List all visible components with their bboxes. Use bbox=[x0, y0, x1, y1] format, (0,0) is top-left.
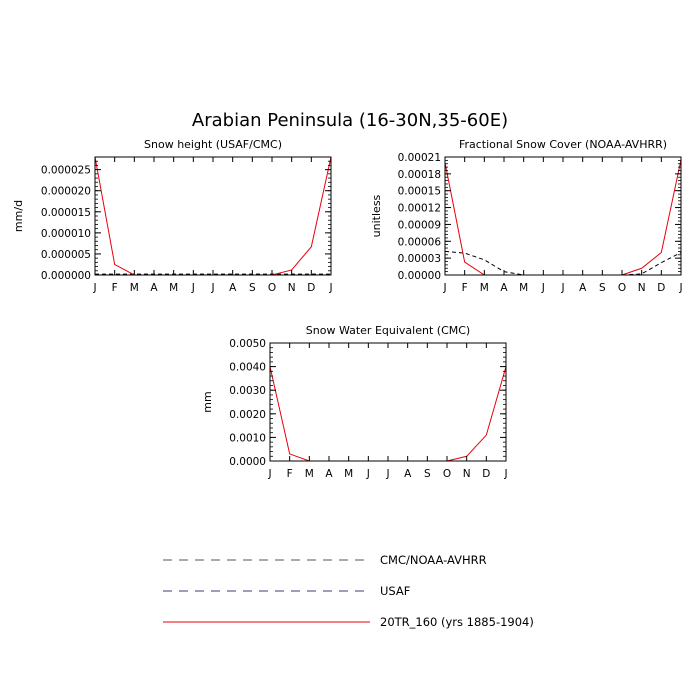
y-tick-label: 0.00003 bbox=[398, 253, 441, 265]
chart-panel-3: Snow Water Equivalent (CMC)mmJ F M A M J J A S O N… bbox=[201, 324, 508, 480]
legend-label: USAF bbox=[380, 584, 410, 598]
x-tick-label: N bbox=[463, 468, 471, 480]
x-tick-label: J bbox=[678, 282, 682, 294]
y-tick-label: 0.0020 bbox=[229, 409, 266, 421]
x-tick-label: F bbox=[462, 282, 468, 294]
y-tick-label: 0.00015 bbox=[398, 186, 441, 198]
plot-frame bbox=[94, 156, 332, 276]
legend-label: CMC/NOAA-AVHRR bbox=[380, 553, 487, 567]
plot-frame bbox=[444, 156, 682, 276]
y-tick-label: 0.000015 bbox=[41, 207, 91, 219]
y-tick-label: 0.000005 bbox=[41, 249, 91, 261]
y-tick-label: 0.000010 bbox=[41, 228, 91, 240]
y-tick-label: 0.000025 bbox=[41, 165, 91, 177]
x-tick-label: J bbox=[191, 282, 195, 294]
chart-panel-1: Snow height (USAF/CMC)mm/dJ F M A M J J A S O N D J0… bbox=[12, 138, 333, 294]
x-tick-label: J bbox=[92, 282, 96, 294]
x-tick-label: O bbox=[268, 282, 276, 294]
x-tick-label: A bbox=[150, 282, 158, 294]
x-tick-label: A bbox=[325, 468, 333, 480]
x-tick-label: J bbox=[267, 468, 271, 480]
x-tick-label: F bbox=[112, 282, 118, 294]
chart-title: Snow Water Equivalent (CMC) bbox=[306, 324, 470, 337]
x-tick-label: M bbox=[305, 468, 314, 480]
x-tick-label: M bbox=[130, 282, 139, 294]
x-tick-label: M bbox=[519, 282, 528, 294]
x-tick-label: N bbox=[638, 282, 646, 294]
y-axis-label: mm bbox=[201, 391, 214, 412]
series-group bbox=[445, 159, 681, 275]
x-tick-label: A bbox=[579, 282, 587, 294]
y-tick-label: 0.000020 bbox=[41, 186, 91, 198]
chart-title: Snow height (USAF/CMC) bbox=[144, 138, 282, 151]
series-line-20tr-160-yrs-1885-1904- bbox=[95, 157, 331, 275]
series-line-20tr-160-yrs-1885-1904- bbox=[270, 366, 506, 461]
x-tick-label: J bbox=[366, 468, 370, 480]
y-tick-label: 0.000000 bbox=[41, 270, 91, 282]
x-tick-label: J bbox=[503, 468, 507, 480]
y-tick-label: 0.00009 bbox=[398, 219, 441, 231]
x-tick-label: A bbox=[500, 282, 508, 294]
x-tick-label: N bbox=[288, 282, 296, 294]
x-tick-label: J bbox=[541, 282, 545, 294]
x-tick-label: M bbox=[480, 282, 489, 294]
x-tick-label: J bbox=[210, 282, 214, 294]
y-tick-label: 0.00021 bbox=[398, 152, 441, 164]
y-tick-label: 0.00012 bbox=[398, 203, 441, 215]
series-line-20tr-160-yrs-1885-1904- bbox=[445, 159, 681, 275]
x-tick-label: J bbox=[328, 282, 332, 294]
y-tick-label: 0.00006 bbox=[398, 236, 442, 248]
x-tick-label: M bbox=[344, 468, 353, 480]
y-tick-label: 0.0010 bbox=[229, 432, 266, 444]
y-tick-label: 0.0050 bbox=[229, 338, 266, 350]
x-tick-label: J bbox=[385, 468, 389, 480]
x-tick-label: D bbox=[307, 282, 315, 294]
legend: CMC/NOAA-AVHRR USAF 20TR_160 (yrs 1885-190… bbox=[163, 553, 534, 629]
x-tick-label: S bbox=[424, 468, 431, 480]
x-tick-label: A bbox=[229, 282, 237, 294]
y-tick-label: 0.0040 bbox=[229, 362, 266, 374]
x-tick-label: J bbox=[560, 282, 564, 294]
x-tick-label: O bbox=[443, 468, 451, 480]
page-title: Arabian Peninsula (16-30N,35-60E) bbox=[192, 110, 508, 131]
x-tick-label: D bbox=[482, 468, 490, 480]
y-tick-label: 0.00000 bbox=[398, 270, 441, 282]
x-tick-label: D bbox=[657, 282, 665, 294]
legend-label: 20TR_160 (yrs 1885-1904) bbox=[380, 615, 534, 629]
x-tick-label: M bbox=[169, 282, 178, 294]
x-tick-label: O bbox=[618, 282, 626, 294]
chart-panel-2: Fractional Snow Cover (NOAA-AVHRR) unitle… bbox=[370, 138, 683, 294]
x-tick-label: J bbox=[442, 282, 446, 294]
x-tick-label: A bbox=[404, 468, 412, 480]
chart-panels: Snow height (USAF/CMC)mm/dJ F M A M J J A S O N D J0… bbox=[12, 138, 683, 480]
series-group bbox=[95, 157, 331, 275]
x-tick-label: S bbox=[599, 282, 606, 294]
y-tick-label: 0.0030 bbox=[229, 385, 266, 397]
y-tick-label: 0.0000 bbox=[229, 456, 266, 468]
plot-frame bbox=[269, 342, 507, 462]
x-tick-label: F bbox=[287, 468, 293, 480]
y-axis-label: mm/d bbox=[12, 200, 25, 232]
y-axis-label: unitless bbox=[370, 194, 383, 237]
chart-title: Fractional Snow Cover (NOAA-AVHRR) bbox=[459, 138, 667, 151]
x-tick-label: S bbox=[249, 282, 256, 294]
series-group bbox=[270, 366, 506, 461]
y-tick-label: 0.00018 bbox=[398, 169, 441, 181]
